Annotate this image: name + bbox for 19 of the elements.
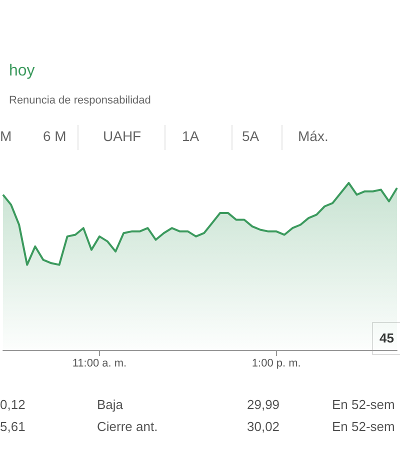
text: UAHF (103, 128, 142, 144)
text: 6 M (43, 128, 66, 144)
text: En 52-sem (332, 419, 395, 434)
text: 0,12 (0, 397, 26, 412)
text: 29,99 (247, 397, 280, 412)
text: Cierre ant. (97, 419, 158, 434)
chart-title: hoy (9, 62, 35, 80)
annotation: 45 (380, 330, 394, 346)
text: En 52-sem (332, 397, 395, 412)
text: M (0, 128, 12, 144)
x-tick-label: 1:00 p. m. (252, 358, 301, 370)
text: 1A (182, 128, 200, 144)
x-tick-label: 11:00 a. m. (72, 358, 127, 370)
text: Máx. (298, 128, 328, 144)
chart-subtitle: Renuncia de responsabilidad (9, 94, 151, 106)
text: 5A (242, 128, 260, 144)
text: Baja (97, 397, 124, 412)
text: 5,61 (0, 419, 26, 434)
text: 30,02 (247, 419, 280, 434)
